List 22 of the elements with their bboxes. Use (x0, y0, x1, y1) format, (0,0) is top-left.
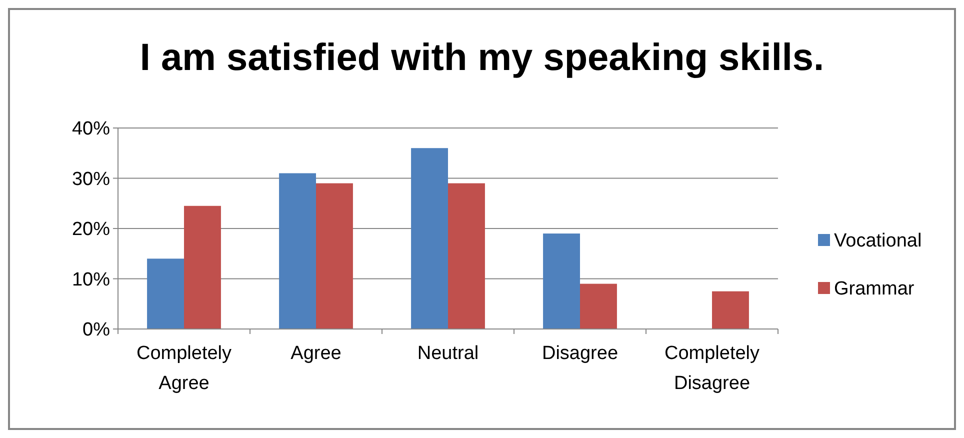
bar (411, 148, 448, 329)
x-tick-label: Agree (290, 343, 342, 364)
x-tick-label: Neutral (417, 343, 479, 364)
bar (279, 173, 316, 329)
x-tick-label: Completely Disagree (664, 343, 760, 394)
y-tick-label: 30% (72, 168, 110, 190)
bar (580, 284, 617, 329)
y-tick-label: 40% (72, 118, 110, 140)
x-tick-label: Completely Agree (136, 343, 232, 394)
bar (184, 206, 221, 329)
bar (448, 183, 485, 329)
chart-title: I am satisfied with my speaking skills. (140, 37, 824, 79)
bar (147, 258, 184, 329)
y-tick-label: 0% (82, 320, 110, 341)
bar (543, 234, 580, 329)
bar (712, 291, 749, 329)
legend-label: Vocational (834, 230, 922, 252)
x-tick-label: Disagree (542, 343, 618, 364)
legend-label: Grammar (834, 278, 915, 300)
y-tick-label: 20% (72, 219, 110, 240)
y-tick-label: 10% (72, 269, 110, 290)
bar (316, 183, 353, 329)
